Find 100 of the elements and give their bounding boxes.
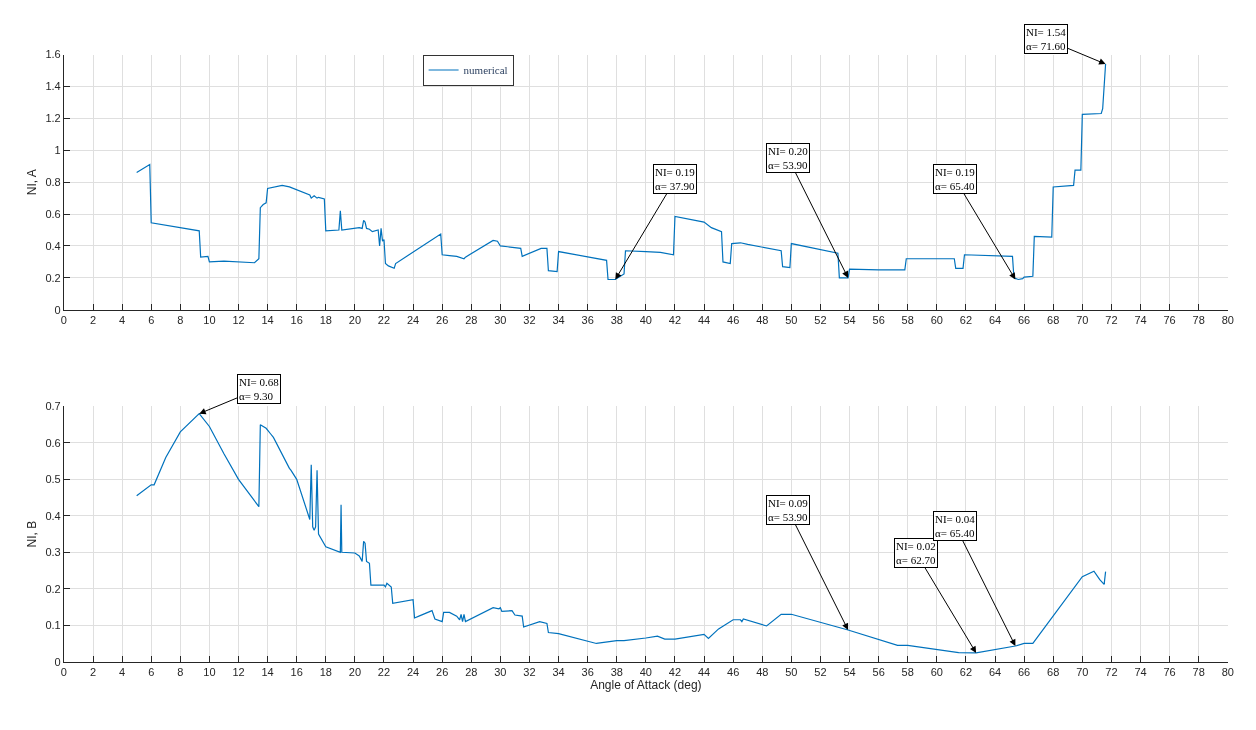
- x-tick-label: 22: [377, 314, 391, 326]
- x-tick-label: 74: [1134, 314, 1147, 326]
- annotation: NI= 0.02 α= 62.70: [896, 540, 936, 567]
- x-tick-label: 12: [232, 665, 245, 678]
- x-tick-label: 42: [668, 665, 682, 678]
- x-tick-label: 18: [319, 314, 332, 326]
- x-tick-label: 68: [1047, 665, 1060, 678]
- x-tick-label: 50: [785, 665, 798, 678]
- y-tick-label: 1.4: [45, 80, 61, 93]
- y-tick-label: 0: [54, 655, 61, 668]
- x-tick-label: 64: [988, 665, 1002, 678]
- y-tick-label: 0.7: [45, 400, 61, 413]
- x-tick-label: 40: [639, 665, 652, 678]
- x-tick-label: 78: [1192, 665, 1205, 678]
- x-tick-label: 48: [756, 314, 769, 326]
- annotation: NI= 0.19 α= 65.40: [935, 166, 976, 193]
- x-tick-label: 42: [668, 314, 682, 326]
- x-tick-label: 66: [1017, 314, 1031, 326]
- y-axis-title: NI, A: [24, 169, 39, 196]
- x-tick-label: 72: [1105, 665, 1118, 678]
- x-tick-label: 34: [552, 665, 565, 678]
- x-tick-label: 38: [610, 665, 623, 678]
- y-tick-label: 0.3: [45, 546, 61, 559]
- x-tick-label: 32: [523, 665, 536, 678]
- y-tick-label: 0.6: [45, 207, 61, 220]
- x-tick-label: 2: [89, 314, 97, 326]
- x-tick-label: 26: [436, 314, 449, 326]
- legend-label: numerical: [463, 64, 508, 77]
- x-tick-label: 68: [1047, 314, 1060, 326]
- x-tick-label: 10: [203, 665, 216, 678]
- x-tick-label: 56: [872, 665, 885, 678]
- x-tick-label: 46: [727, 314, 740, 326]
- x-tick-label: 38: [610, 314, 623, 326]
- y-tick-label: 0.4: [45, 239, 61, 252]
- x-tick-label: 28: [465, 665, 478, 678]
- x-tick-label: 40: [639, 314, 652, 326]
- x-tick-label: 66: [1017, 665, 1031, 678]
- y-tick-label: 0.5: [45, 473, 61, 486]
- x-tick-label: 6: [148, 314, 155, 326]
- x-tick-label: 26: [436, 665, 449, 678]
- annotation: NI= 0.20 α= 53.90: [768, 145, 809, 172]
- y-tick-label: 0.8: [45, 176, 61, 188]
- y-tick-label: 1.2: [45, 112, 61, 125]
- x-tick-label: 24: [406, 665, 420, 678]
- annotation: NI= 0.19 α= 37.90: [655, 166, 696, 193]
- x-tick-label: 10: [203, 314, 216, 326]
- x-axis-title: Angle of Attack (deg): [590, 677, 702, 692]
- x-tick-label: 50: [785, 314, 798, 326]
- x-tick-label: 46: [727, 665, 740, 678]
- x-tick-label: 80: [1221, 665, 1234, 678]
- x-tick-label: 6: [148, 665, 155, 678]
- x-tick-label: 30: [494, 314, 507, 326]
- x-tick-label: 76: [1163, 314, 1176, 326]
- x-tick-label: 22: [377, 665, 391, 678]
- x-tick-label: 54: [843, 314, 856, 326]
- x-tick-label: 44: [697, 665, 711, 678]
- x-tick-label: 28: [465, 314, 478, 326]
- x-tick-label: 4: [119, 314, 126, 326]
- x-tick-label: 12: [232, 314, 245, 326]
- x-tick-label: 30: [494, 665, 507, 678]
- x-tick-label: 74: [1134, 665, 1147, 678]
- x-tick-label: 16: [290, 314, 303, 326]
- x-tick-label: 16: [290, 665, 303, 678]
- x-tick-label: 76: [1163, 665, 1176, 678]
- annotation: NI= 0.09 α= 53.90: [768, 497, 809, 524]
- y-axis-title: NI, B: [24, 520, 39, 548]
- x-tick-label: 14: [261, 314, 274, 326]
- x-tick-label: 70: [1076, 314, 1089, 326]
- x-tick-label: 8: [177, 314, 184, 326]
- y-tick-label: 0.2: [45, 271, 61, 284]
- x-tick-label: 78: [1192, 314, 1205, 326]
- x-tick-label: 58: [901, 314, 914, 326]
- x-tick-label: 72: [1105, 314, 1118, 326]
- x-tick-label: 44: [697, 314, 711, 326]
- y-tick-label: 0.6: [45, 436, 61, 449]
- x-tick-label: 62: [959, 665, 973, 678]
- x-tick-label: 52: [814, 314, 827, 326]
- x-tick-label: 14: [261, 665, 274, 678]
- annotation: NI= 1.54 α= 71.60: [1026, 26, 1067, 53]
- x-tick-label: 36: [581, 665, 594, 678]
- annotation: NI= 0.04 α= 65.40: [935, 513, 976, 540]
- x-tick-label: 52: [814, 665, 827, 678]
- x-tick-label: 18: [319, 665, 332, 678]
- x-tick-label: 20: [348, 314, 362, 326]
- x-tick-label: 24: [406, 314, 420, 326]
- y-tick-label: 0.1: [45, 619, 61, 632]
- x-tick-label: 32: [523, 314, 536, 326]
- y-tick-label: 1: [54, 144, 61, 157]
- x-tick-label: 64: [988, 314, 1002, 326]
- x-tick-label: 60: [930, 314, 943, 326]
- x-tick-label: 80: [1221, 314, 1234, 326]
- x-tick-label: 54: [843, 665, 856, 678]
- x-tick-label: 4: [119, 665, 126, 678]
- x-tick-label: 2: [89, 665, 97, 678]
- x-tick-label: 56: [872, 314, 885, 326]
- x-tick-label: 20: [348, 665, 362, 678]
- x-tick-label: 36: [581, 314, 594, 326]
- y-tick-label: 0: [54, 303, 61, 316]
- x-tick-label: 58: [901, 665, 914, 678]
- annotation: NI= 0.68 α= 9.30: [239, 376, 280, 403]
